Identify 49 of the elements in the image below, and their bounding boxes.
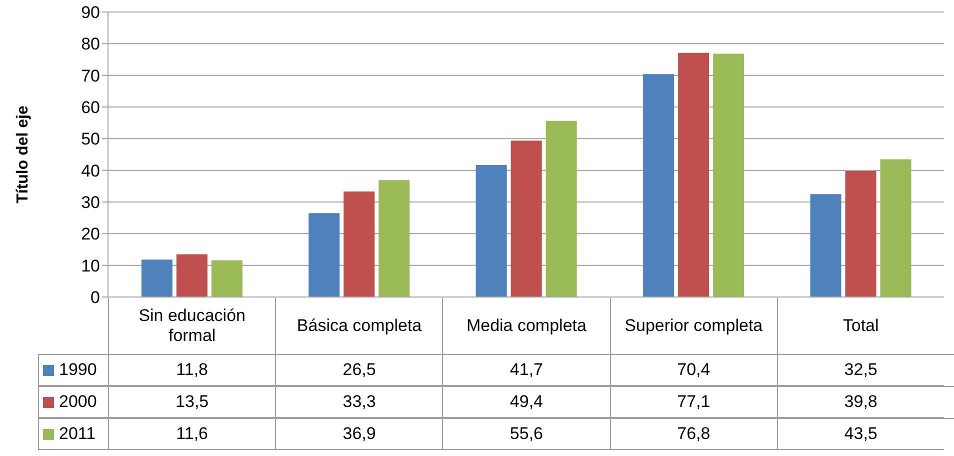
y-tick-label: 20	[81, 224, 100, 244]
data-label: 76,8	[610, 419, 777, 450]
y-tick-label: 30	[81, 193, 100, 212]
bar	[510, 140, 542, 297]
x-tick-label: Media completa	[442, 298, 610, 354]
y-tick-label: 80	[81, 34, 100, 54]
data-label: 43,5	[776, 419, 944, 450]
y-tick-label: 40	[81, 161, 100, 180]
data-label: 41,7	[442, 355, 610, 386]
x-tick-label: Superior completa	[610, 298, 777, 354]
bar	[845, 170, 876, 297]
y-tick-label: 10	[81, 256, 100, 276]
data-label: 32,5	[776, 355, 944, 386]
y-tick-label: 60	[81, 98, 100, 118]
x-tick-label: Sin educación formal	[108, 298, 276, 354]
bar	[643, 74, 674, 297]
data-label: 49,4	[442, 387, 610, 418]
data-label: 26,5	[275, 355, 442, 386]
y-tick-label: 90	[81, 3, 100, 22]
data-label: 39,8	[776, 387, 944, 418]
bar	[546, 120, 577, 297]
data-label: 77,1	[610, 387, 777, 418]
data-label: 11,8	[108, 355, 276, 386]
bar	[378, 180, 410, 297]
bar	[211, 260, 242, 297]
legend-label: 2000	[59, 392, 97, 412]
data-label: 36,9	[275, 419, 442, 450]
bar	[880, 159, 912, 297]
bar	[308, 213, 340, 297]
legend-label: 1990	[59, 360, 97, 380]
y-tick-label: 70	[81, 66, 100, 86]
data-label: 11,6	[108, 419, 276, 450]
y-tick-label: 50	[81, 130, 100, 149]
legend-label: 2011	[59, 424, 96, 444]
bar	[476, 164, 507, 297]
data-label: 55,6	[442, 419, 610, 450]
bar	[713, 54, 744, 297]
bar	[176, 254, 208, 297]
bar	[344, 192, 375, 297]
data-label: 70,4	[610, 355, 777, 386]
data-label: 13,5	[108, 387, 276, 418]
x-tick-label: Total	[776, 298, 944, 354]
data-label: 33,3	[275, 387, 442, 418]
bar	[141, 260, 172, 297]
y-axis-title: Título del eje	[14, 106, 32, 204]
bar	[810, 194, 842, 297]
bar	[678, 52, 710, 297]
y-tick-label: 0	[90, 288, 100, 308]
x-tick-label: Básica completa	[275, 298, 442, 354]
